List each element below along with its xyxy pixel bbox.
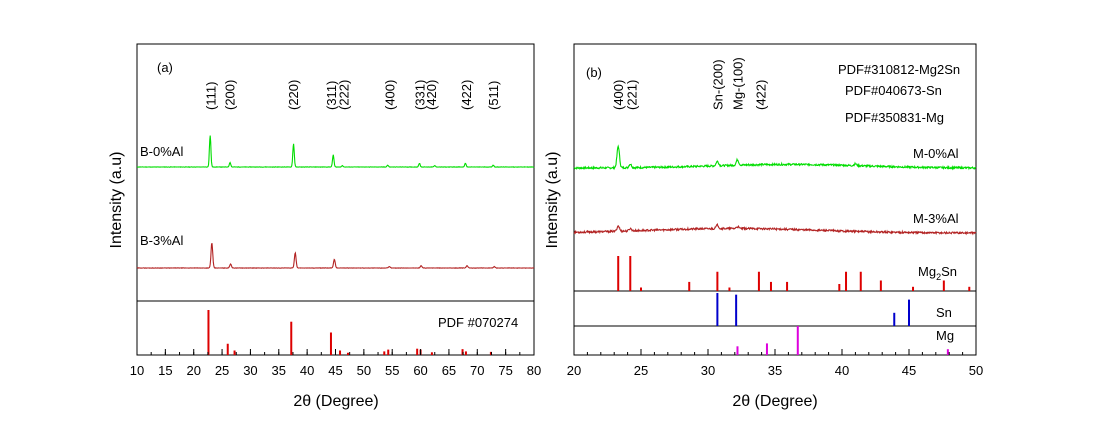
peak-label-511: (511) — [486, 81, 501, 110]
x-tick-label-60: 60 — [413, 363, 427, 378]
x-tick-label-70: 70 — [470, 363, 484, 378]
x-tick-label-50: 50 — [969, 363, 983, 378]
panel-a-y-axis-title: Intensity (a.u) — [108, 152, 125, 249]
x-tick-label-40: 40 — [300, 363, 314, 378]
trace-m-0-al — [573, 144, 977, 171]
x-tick-label-50: 50 — [357, 363, 371, 378]
x-tick-label-65: 65 — [442, 363, 456, 378]
peak-label-422: (422) — [459, 80, 474, 110]
peak-label-221: (221) — [625, 80, 640, 110]
panel-b: (b) 20 25 30 35 40 45 50 (400)(221) Sn-(200) Mg-… — [544, 43, 983, 410]
x-tick-label-45: 45 — [328, 363, 342, 378]
peak-label-422: (422) — [753, 80, 768, 110]
legend-pdf-mg: PDF#350831-Mg — [845, 110, 944, 125]
peak-label-sn-200: Sn-(200) — [710, 59, 725, 110]
series-label-m-0al: M-0%Al — [913, 146, 959, 161]
panel-a-peak-labels: (111) (200) (220) (311)(222) (400) (331)(420)… — [204, 80, 502, 110]
peak-label-mg-100: Mg-(100) — [731, 57, 746, 110]
reference-label-pdf-070274: PDF #070274 — [438, 315, 518, 330]
x-tick-label-35: 35 — [272, 363, 286, 378]
peak-label-400: (400) — [611, 80, 626, 110]
peak-label-220: (220) — [286, 80, 301, 110]
series-label-b-0al: B-0%Al — [140, 144, 183, 159]
panel-b-x-ticks: 20 25 30 35 40 45 50 — [567, 349, 983, 378]
reference-label-sn: Sn — [936, 305, 952, 320]
reference-label-mg: Mg — [936, 328, 954, 343]
legend-pdf-sn: PDF#040673-Sn — [845, 83, 942, 98]
panel-b-label: (b) — [586, 65, 602, 80]
panel-a-x-ticks: 10 15 20 25 30 35 40 45 50 55 60 65 70 75 80 — [130, 349, 541, 378]
trace-b-3-al — [136, 243, 535, 269]
panel-a-label: (a) — [157, 60, 173, 75]
panel-b-reference-sticks — [617, 256, 971, 355]
peak-label-200: (200) — [222, 80, 237, 110]
x-tick-label-75: 75 — [498, 363, 512, 378]
panel-b-y-axis-title: Intensity (a.u) — [544, 152, 561, 249]
series-label-m-3al: M-3%Al — [913, 211, 959, 226]
peak-label-311: (311) — [324, 81, 339, 110]
x-tick-label-25: 25 — [634, 363, 648, 378]
x-tick-label-80: 80 — [527, 363, 541, 378]
panel-a: (a) 10 15 20 25 30 35 40 45 50 55 60 65 70 75 80 (111)… — [108, 43, 541, 410]
trace-b-0-al — [137, 135, 535, 168]
peak-label-400: (400) — [382, 80, 397, 110]
reference-label-mg2sn: Mg2Sn — [918, 264, 957, 282]
panel-b-x-axis-title: 2θ (Degree) — [732, 393, 817, 410]
series-label-b-3al: B-3%Al — [140, 233, 183, 248]
x-tick-label-20: 20 — [186, 363, 200, 378]
x-tick-label-40: 40 — [835, 363, 849, 378]
panel-a-traces — [136, 135, 535, 269]
peak-label-420: (420) — [424, 80, 439, 110]
x-tick-label-45: 45 — [902, 363, 916, 378]
peak-label-222: (222) — [336, 80, 351, 110]
x-tick-label-30: 30 — [243, 363, 257, 378]
trace-m-3-al — [573, 222, 977, 236]
x-tick-label-10: 10 — [130, 363, 144, 378]
panel-b-peak-labels: (400)(221) Sn-(200) Mg-(100) (422) — [611, 57, 768, 110]
x-tick-label-35: 35 — [768, 363, 782, 378]
x-tick-label-25: 25 — [215, 363, 229, 378]
x-tick-label-15: 15 — [158, 363, 172, 378]
x-tick-label-55: 55 — [385, 363, 399, 378]
legend-pdf-mg2sn: PDF#310812-Mg2Sn — [838, 62, 960, 77]
x-tick-label-30: 30 — [701, 363, 715, 378]
panel-b-traces — [573, 144, 977, 236]
peak-label-331: (331) — [412, 80, 427, 110]
peak-label-111: (111) — [204, 82, 219, 110]
panel-a-x-axis-title: 2θ (Degree) — [293, 393, 378, 410]
x-tick-label-20: 20 — [567, 363, 581, 378]
